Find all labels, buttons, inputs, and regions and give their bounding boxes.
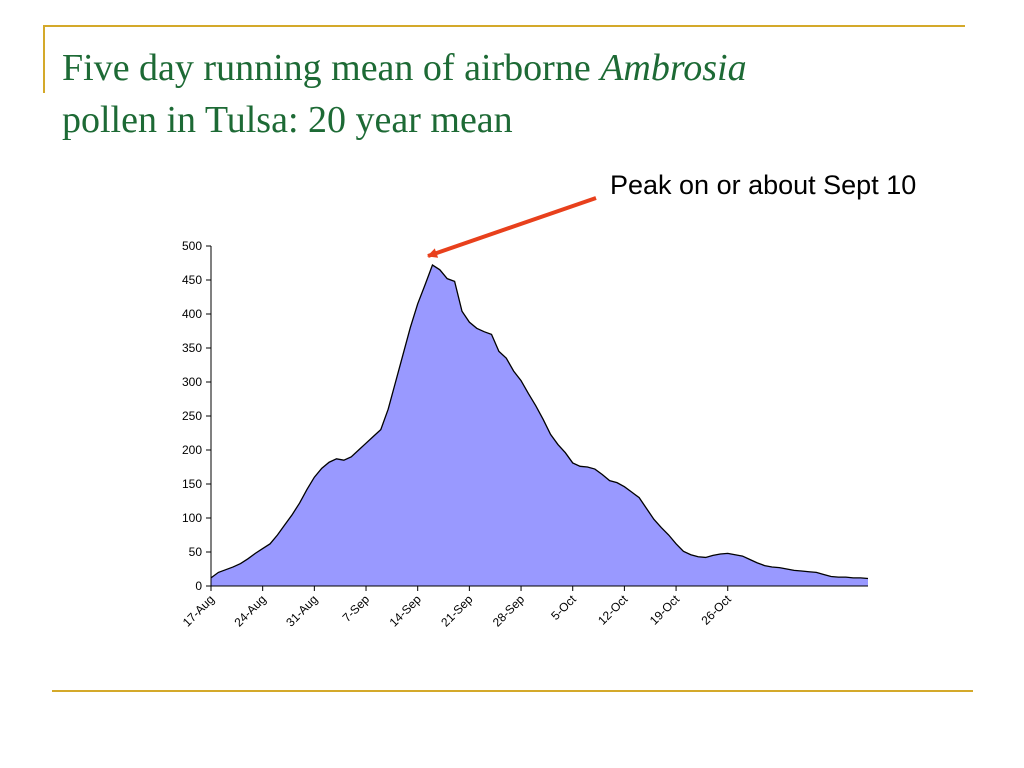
y-tick-label: 400 [182, 307, 202, 321]
x-tick-label: 5-Oct [548, 592, 579, 623]
y-tick-label: 350 [182, 341, 202, 355]
y-tick-label: 50 [189, 545, 203, 559]
title-italic-genus: Ambrosia [600, 47, 747, 89]
frame-top-rule [43, 25, 965, 27]
x-tick-label: 12-Oct [595, 592, 631, 628]
y-tick-label: 300 [182, 375, 202, 389]
y-tick-label: 250 [182, 409, 202, 423]
x-tick-label: 28-Sep [490, 592, 527, 629]
area-fill [211, 265, 868, 586]
x-tick-label: 31-Aug [283, 592, 320, 629]
frame-left-rule [43, 25, 45, 93]
y-tick-label: 150 [182, 477, 202, 491]
frame-bottom-rule [52, 690, 973, 692]
y-tick-label: 500 [182, 239, 202, 253]
annotation-arrow [427, 196, 597, 258]
title-line-1: Five day running mean of airborne [62, 47, 591, 89]
x-tick-label: 21-Sep [438, 592, 475, 629]
y-tick-label: 100 [182, 511, 202, 525]
x-tick-label: 17-Aug [180, 592, 217, 629]
x-tick-label: 24-Aug [232, 592, 269, 629]
x-tick-label: 7-Sep [340, 592, 373, 625]
y-tick-label: 0 [195, 579, 202, 593]
annotation-label: Peak on or about Sept 10 [610, 170, 917, 200]
x-tick-label: 14-Sep [387, 592, 424, 629]
y-tick-label: 450 [182, 273, 202, 287]
x-tick-label: 19-Oct [647, 592, 683, 628]
y-tick-label: 200 [182, 443, 202, 457]
slide-title: Five day running mean of airborne Ambros… [62, 42, 962, 146]
x-tick-label: 26-Oct [698, 592, 734, 628]
series-line [210, 264, 869, 580]
title-line-2: pollen in Tulsa: 20 year mean [62, 99, 513, 141]
